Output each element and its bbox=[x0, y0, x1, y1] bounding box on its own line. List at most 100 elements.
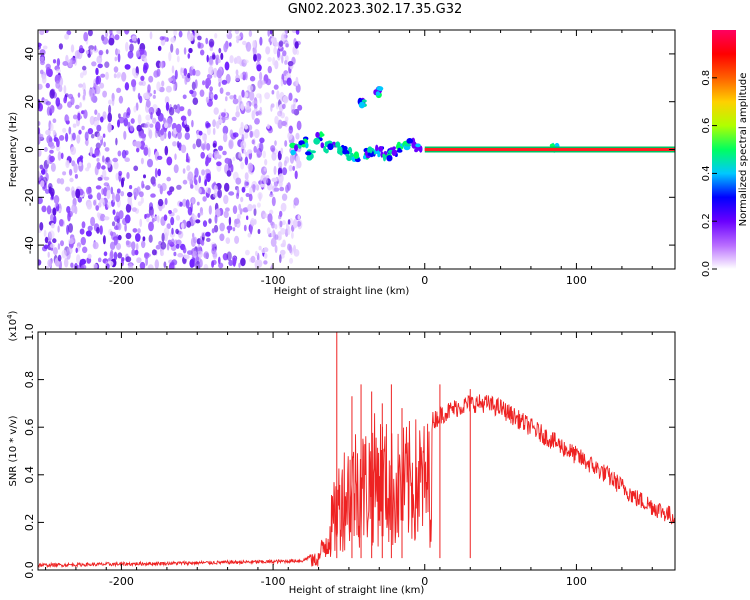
y-tick-label: -40 bbox=[23, 236, 36, 254]
noise-blob bbox=[46, 205, 52, 215]
noise-blob bbox=[87, 253, 92, 259]
y-tick-label: -20 bbox=[23, 188, 36, 206]
noise-blob bbox=[155, 244, 161, 250]
noise-blob bbox=[230, 164, 234, 173]
noise-blob bbox=[94, 45, 97, 51]
noise-blob bbox=[89, 48, 93, 56]
noise-blob bbox=[143, 174, 146, 179]
noise-blob bbox=[58, 219, 64, 227]
noise-blob bbox=[133, 187, 139, 197]
noise-blob bbox=[211, 228, 215, 234]
noise-blob bbox=[85, 167, 90, 172]
noise-blob bbox=[107, 122, 112, 133]
noise-blob bbox=[141, 240, 146, 249]
noise-blob bbox=[276, 101, 279, 110]
noise-blob bbox=[99, 225, 103, 235]
noise-blob bbox=[271, 177, 278, 182]
noise-blob bbox=[212, 143, 217, 148]
noise-blob bbox=[183, 68, 188, 77]
noise-blob bbox=[127, 191, 133, 198]
noise-blob bbox=[245, 41, 252, 52]
noise-blob bbox=[108, 104, 112, 115]
noise-blob bbox=[243, 149, 247, 155]
noise-blob bbox=[274, 115, 279, 125]
noise-blob bbox=[259, 71, 263, 82]
signal-point bbox=[361, 99, 367, 103]
noise-blob bbox=[142, 236, 146, 242]
noise-blob bbox=[281, 32, 287, 42]
noise-blob bbox=[157, 45, 162, 52]
noise-blob bbox=[182, 168, 186, 174]
noise-blob bbox=[287, 182, 291, 191]
noise-blob bbox=[82, 82, 86, 92]
noise-blob bbox=[274, 245, 278, 253]
noise-blob bbox=[96, 226, 100, 234]
signal-point bbox=[386, 155, 393, 162]
noise-blob bbox=[79, 102, 82, 108]
noise-blob bbox=[84, 140, 88, 145]
noise-blob bbox=[208, 205, 212, 215]
noise-blob bbox=[102, 235, 106, 245]
noise-blob bbox=[254, 118, 260, 125]
noise-blob bbox=[279, 210, 283, 218]
signal-point bbox=[415, 143, 421, 148]
noise-blob bbox=[140, 157, 144, 165]
noise-blob bbox=[104, 147, 110, 152]
noise-blob bbox=[168, 106, 175, 116]
noise-blob bbox=[125, 150, 129, 156]
noise-blob bbox=[166, 242, 170, 251]
signal-point bbox=[367, 146, 373, 154]
noise-blob bbox=[78, 161, 82, 167]
snr-panel: -200 -100 0 100 0.0 0.2 0.4 0.6 0.8 1.0 Height of … bbox=[6, 310, 676, 596]
noise-blob bbox=[135, 50, 141, 58]
noise-blob bbox=[115, 137, 118, 146]
noise-blob bbox=[213, 107, 219, 115]
noise-blob bbox=[208, 38, 215, 48]
noise-blob bbox=[256, 202, 261, 208]
noise-blob bbox=[41, 205, 47, 213]
noise-blob bbox=[45, 129, 51, 136]
noise-blob bbox=[102, 90, 107, 98]
signal-point bbox=[306, 155, 313, 161]
noise-blob bbox=[253, 103, 258, 109]
noise-blob bbox=[285, 43, 289, 48]
noise-blob bbox=[288, 92, 293, 102]
noise-blob bbox=[148, 106, 155, 115]
noise-blob bbox=[131, 79, 137, 88]
noise-blob bbox=[90, 216, 96, 227]
noise-blob bbox=[139, 218, 143, 228]
noise-blob bbox=[286, 77, 292, 86]
noise-blob bbox=[45, 189, 50, 194]
x-tick-label: 100 bbox=[566, 575, 587, 588]
noise-blob bbox=[280, 147, 284, 155]
noise-blob bbox=[86, 162, 92, 169]
noise-blob bbox=[220, 52, 224, 61]
y-axis-label: Frequency (Hz) bbox=[8, 112, 19, 188]
noise-blob bbox=[160, 128, 165, 136]
noise-blob bbox=[49, 149, 54, 154]
signal-point bbox=[367, 152, 371, 156]
noise-blob bbox=[127, 195, 132, 205]
signal-point bbox=[294, 144, 298, 152]
noise-blob bbox=[289, 257, 294, 264]
noise-blob bbox=[189, 89, 194, 95]
noise-blob bbox=[203, 263, 209, 269]
noise-blob bbox=[117, 150, 122, 157]
noise-blob bbox=[147, 147, 151, 158]
noise-blob bbox=[284, 140, 288, 147]
noise-blob bbox=[281, 167, 288, 176]
noise-blob bbox=[170, 216, 175, 226]
noise-blob bbox=[243, 224, 247, 232]
noise-blob bbox=[176, 55, 180, 63]
noise-blob bbox=[140, 133, 147, 139]
noise-blob bbox=[297, 104, 303, 111]
snr-line bbox=[37, 394, 676, 569]
noise-blob bbox=[273, 165, 277, 175]
noise-blob bbox=[114, 56, 118, 62]
noise-blob bbox=[148, 221, 154, 232]
noise-blob bbox=[135, 243, 139, 251]
y-tick-label: 0.8 bbox=[23, 371, 36, 389]
noise-blob bbox=[133, 165, 139, 172]
signal-point bbox=[310, 150, 317, 154]
noise-blob bbox=[159, 61, 163, 68]
